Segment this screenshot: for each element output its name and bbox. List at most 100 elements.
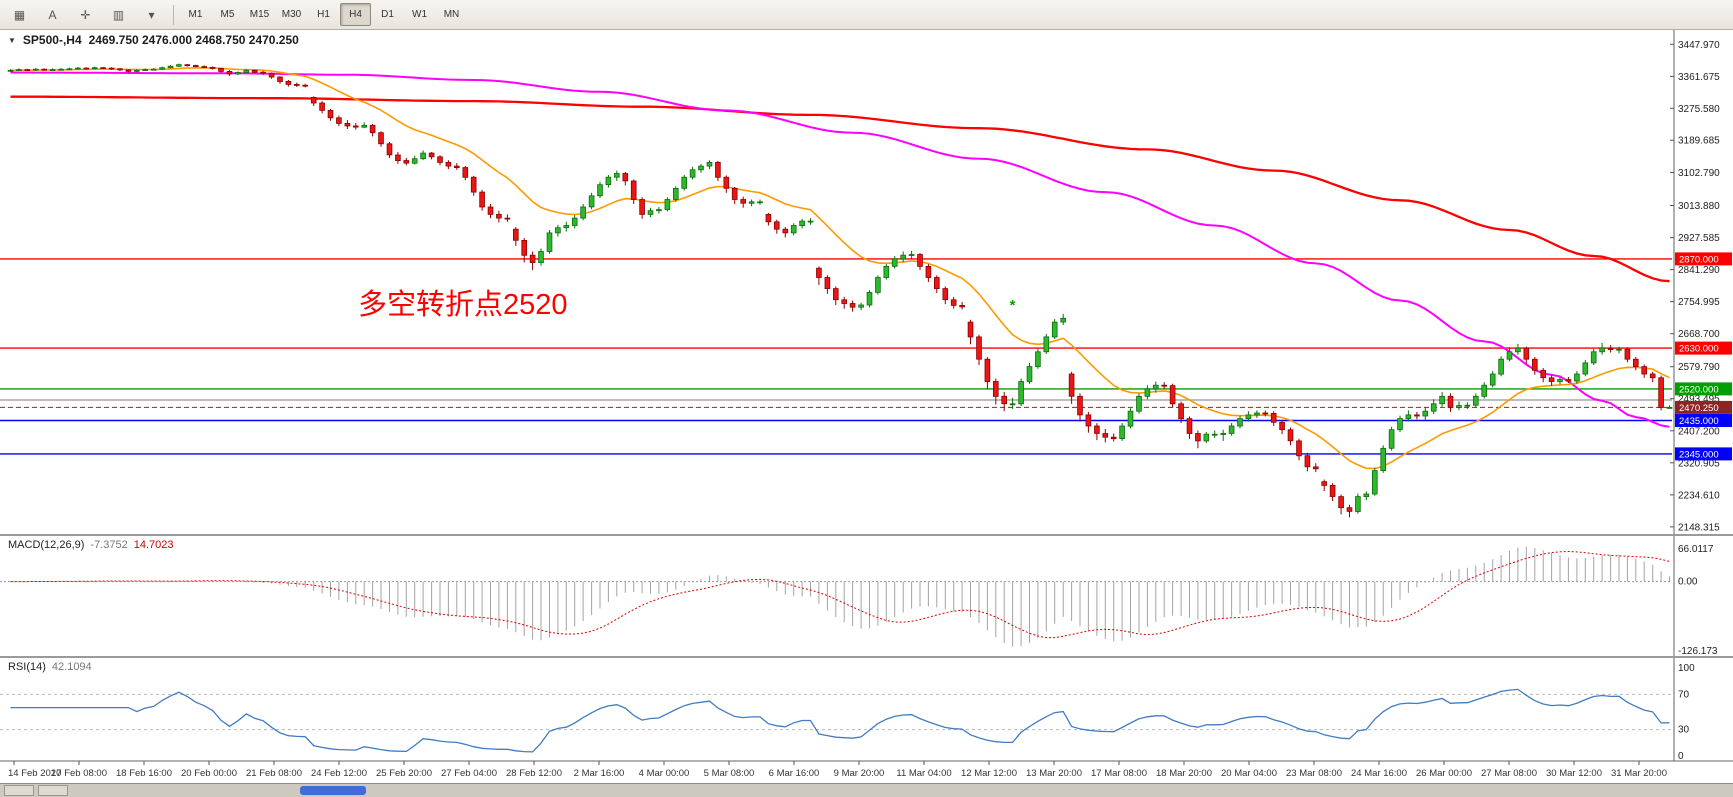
price-tick-label: 2579.790 (1678, 362, 1720, 373)
toolbar-separator (173, 4, 174, 25)
time-tick-label: 2 Mar 16:00 (574, 768, 625, 779)
time-tick-label: 20 Mar 04:00 (1221, 768, 1277, 779)
price-tick-label: 2320.905 (1678, 458, 1720, 469)
timeframe-button-m5[interactable]: M5 (220, 9, 235, 20)
bottom-tab[interactable] (4, 785, 34, 796)
macd-axis-label: 0.00 (1678, 577, 1698, 588)
timeframe-buttons-group: M1 M5 M15 M30 H1 H4 D1 W1 MN (180, 3, 467, 26)
time-tick-label: 24 Mar 16:00 (1351, 768, 1407, 779)
time-tick-label: 17 Feb 08:00 (51, 768, 107, 779)
price-axis-layer: 3447.970 3361.675 3275.580 3189.685 3102.790… (1670, 30, 1720, 761)
price-tag: 2870.000 (1675, 252, 1732, 266)
tile-windows-icon[interactable]: ▦ (13, 7, 26, 22)
moving-averages-layer (10, 66, 1670, 470)
timeframe-button-d1[interactable]: D1 (381, 9, 394, 20)
time-tick-label: 11 Mar 04:00 (896, 768, 951, 779)
pane-splitter-macd[interactable] (0, 533, 1733, 538)
price-tag: 2470.250 (1675, 400, 1732, 414)
price-tick-label: 2148.315 (1678, 522, 1720, 533)
price-tick-label: 2407.200 (1678, 426, 1720, 437)
macd-indicator-header: MACD(12,26,9) -7.3752 14.7023 (8, 539, 174, 551)
time-tick-label: 9 Mar 20:00 (834, 768, 885, 779)
price-tick-label: 3102.790 (1678, 168, 1720, 179)
toolbar: ▦ A ✛ ▥ ▾ M1 M5 M15 M30 H1 H4 D1 W1 MN (0, 0, 1733, 30)
macd-title: MACD(12,26,9) (8, 539, 85, 551)
time-tick-label: 4 Mar 00:00 (639, 768, 690, 779)
time-tick-label: 12 Mar 12:00 (961, 768, 1017, 779)
price-tag: 2345.000 (1675, 447, 1732, 461)
time-tick-label: 27 Mar 08:00 (1481, 768, 1537, 779)
timeframe-button-w1[interactable]: W1 (412, 9, 427, 20)
time-tick-label: 24 Feb 12:00 (311, 768, 367, 779)
price-axis[interactable] (1674, 30, 1733, 761)
timeframe-button-h1[interactable]: H1 (317, 9, 330, 20)
svg-text:2345.000: 2345.000 (1679, 449, 1719, 460)
svg-text:2470.250: 2470.250 (1679, 403, 1719, 414)
price-tick-label: 3275.580 (1678, 104, 1720, 115)
price-tick-label: 3361.675 (1678, 72, 1720, 83)
price-tick-label: 2927.585 (1678, 233, 1720, 244)
price-tick-label: 2668.700 (1678, 329, 1720, 340)
price-tick-label: 2754.995 (1678, 297, 1720, 308)
time-tick-label: 25 Feb 20:00 (376, 768, 432, 779)
rsi-value: 42.1094 (51, 661, 92, 673)
price-tick-label: 2493.495 (1678, 394, 1720, 405)
timeframe-button-h4[interactable]: H4 (340, 3, 371, 26)
time-tick-label: 13 Mar 20:00 (1026, 768, 1082, 779)
svg-text:2870.000: 2870.000 (1679, 254, 1719, 265)
macd-layer: 66.0117 0.00 -126.173 (0, 544, 1718, 657)
rsi-axis-label: 30 (1678, 725, 1690, 736)
rsi-axis-label: 70 (1678, 689, 1690, 700)
symbol-timeframe-label: SP500-,H4 (22, 33, 82, 47)
candles-layer: * (7, 63, 1673, 518)
timeframe-button-m1[interactable]: M1 (188, 9, 203, 20)
price-tag: 2630.000 (1675, 341, 1732, 355)
rsi-axis-label: 100 (1678, 663, 1695, 674)
time-tick-label: 26 Mar 00:00 (1416, 768, 1472, 779)
time-tick-label: 28 Feb 12:00 (506, 768, 562, 779)
rsi-axis-label: 0 (1678, 751, 1684, 762)
rsi-indicator-header: RSI(14) 42.1094 (8, 661, 92, 673)
hlines-layer (0, 258, 1672, 455)
pane-splitter-rsi[interactable] (0, 655, 1733, 660)
text-tool-icon[interactable]: A (48, 7, 57, 22)
timeframe-button-m30[interactable]: M30 (281, 9, 302, 20)
time-tick-label: 17 Mar 08:00 (1091, 768, 1147, 779)
macd-axis-label: -126.173 (1678, 646, 1718, 657)
price-tag: 2520.000 (1675, 382, 1732, 396)
macd-main-value: -7.3752 (90, 539, 128, 551)
tool-icons-group: ▦ A ✛ ▥ ▾ (4, 3, 167, 26)
svg-text:2630.000: 2630.000 (1679, 344, 1719, 355)
rsi-title: RSI(14) (8, 661, 46, 673)
dropdown-caret-icon[interactable]: ▾ (148, 7, 155, 22)
svg-text:2435.000: 2435.000 (1679, 416, 1719, 427)
bottom-taskbar-item[interactable] (300, 786, 366, 795)
time-tick-label: 31 Mar 20:00 (1611, 768, 1667, 779)
time-tick-label: 5 Mar 08:00 (704, 768, 755, 779)
time-axis[interactable] (0, 761, 1674, 783)
time-tick-label: 18 Mar 20:00 (1156, 768, 1212, 779)
bottom-taskbar (0, 783, 1733, 797)
time-tick-label: 18 Feb 16:00 (116, 768, 172, 779)
crosshair-tool-icon[interactable]: ✛ (80, 7, 91, 22)
timeframe-button-mn[interactable]: MN (443, 9, 460, 20)
time-tick-label: 14 Feb 2020 (8, 768, 61, 779)
time-tick-label: 21 Feb 08:00 (246, 768, 302, 779)
timeframe-button-m15[interactable]: M15 (249, 9, 270, 20)
price-tick-label: 3013.880 (1678, 201, 1720, 212)
time-tick-label: 6 Mar 16:00 (769, 768, 820, 779)
price-tick-label: 3189.685 (1678, 136, 1720, 147)
chart-annotation-text[interactable]: 多空转折点2520 (358, 289, 568, 321)
price-tag: 2435.000 (1675, 414, 1732, 427)
macd-axis-label: 66.0117 (1678, 544, 1714, 555)
bottom-tab[interactable] (38, 785, 68, 796)
collapse-triangle-icon[interactable]: ▼ (8, 35, 16, 45)
star-marker: * (1010, 297, 1016, 314)
chart-style-icon[interactable]: ▥ (112, 7, 125, 22)
ohlc-values: 2469.750 2476.000 2468.750 2470.250 (88, 33, 299, 47)
time-tick-label: 30 Mar 12:00 (1546, 768, 1602, 779)
time-tick-label: 20 Feb 00:00 (181, 768, 237, 779)
price-tick-label: 2841.290 (1678, 265, 1720, 276)
